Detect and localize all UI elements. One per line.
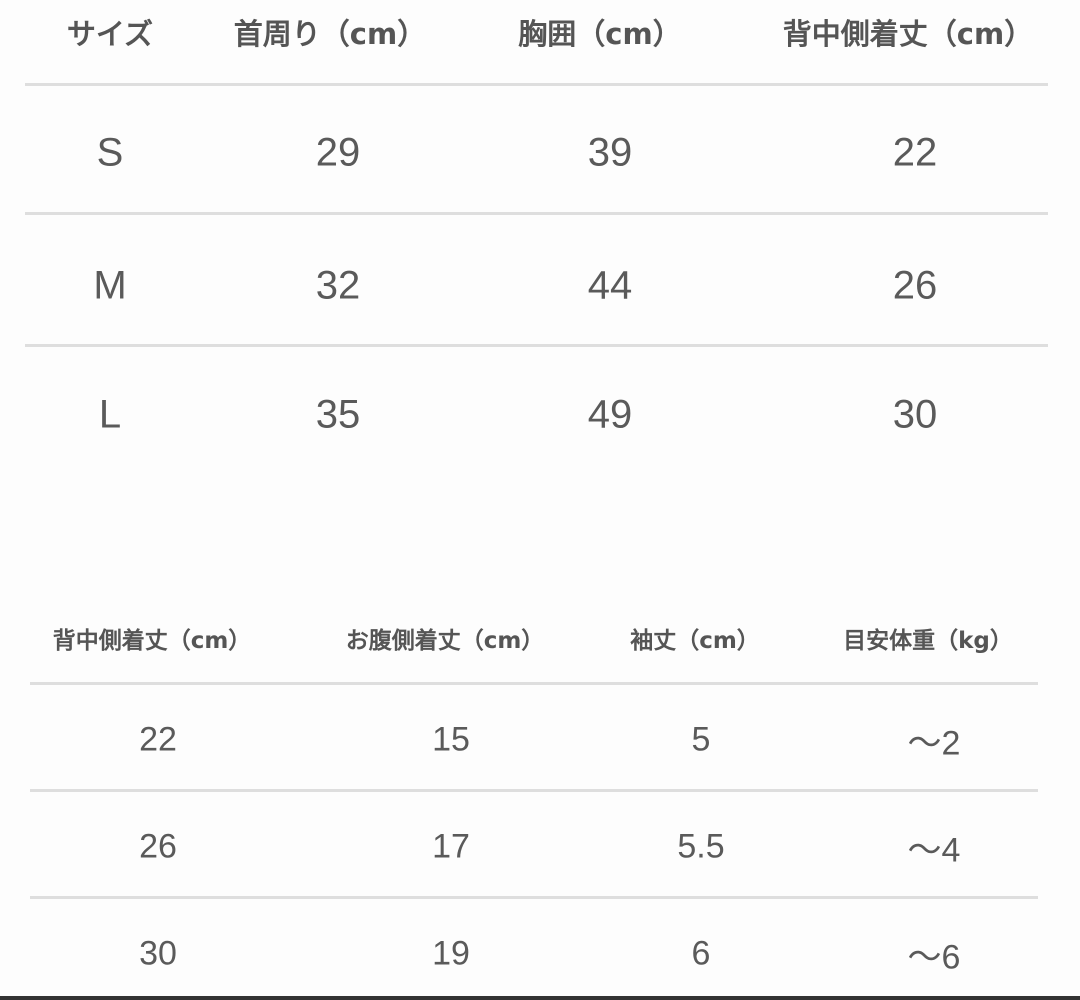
cell: M xyxy=(93,263,127,308)
header-belly-length: お腹側着丈（cm） xyxy=(345,628,545,654)
cell: 32 xyxy=(315,263,361,308)
divider xyxy=(30,896,1038,899)
cell: 6 xyxy=(691,934,711,973)
cell: 22 xyxy=(892,130,938,175)
cell: 22 xyxy=(139,720,177,759)
cell: 49 xyxy=(587,392,633,437)
header-sleeve: 袖丈（cm） xyxy=(630,628,760,654)
cell: L xyxy=(98,392,122,437)
divider xyxy=(25,344,1048,347)
divider xyxy=(25,83,1048,86)
divider xyxy=(30,789,1038,792)
cell: 17 xyxy=(432,827,470,866)
cell: 30 xyxy=(892,392,938,437)
cell: 5.5 xyxy=(677,827,725,866)
bottom-border xyxy=(0,996,1080,1000)
cell: 39 xyxy=(587,130,633,175)
cell: 5 xyxy=(691,720,711,759)
cell: 35 xyxy=(315,392,361,437)
cell: S xyxy=(96,130,124,175)
header-weight: 目安体重（kg） xyxy=(843,628,1013,654)
cell: 15 xyxy=(432,720,470,759)
divider xyxy=(30,682,1038,685)
divider xyxy=(25,212,1048,215)
cell: ～4 xyxy=(907,831,961,870)
cell: 19 xyxy=(432,934,470,973)
cell: 30 xyxy=(139,934,177,973)
header-neck: 首周り（cm） xyxy=(233,17,427,51)
cell: 26 xyxy=(139,827,177,866)
header-chest: 胸囲（cm） xyxy=(518,17,682,51)
header-size: サイズ xyxy=(66,17,154,51)
cell: ～2 xyxy=(907,724,961,763)
header-back-length: 背中側着丈（cm） xyxy=(782,17,1034,51)
cell: 29 xyxy=(315,130,361,175)
cell: 44 xyxy=(587,263,633,308)
cell: 26 xyxy=(892,263,938,308)
header-back-length: 背中側着丈（cm） xyxy=(52,628,252,654)
cell: ～6 xyxy=(907,938,961,977)
